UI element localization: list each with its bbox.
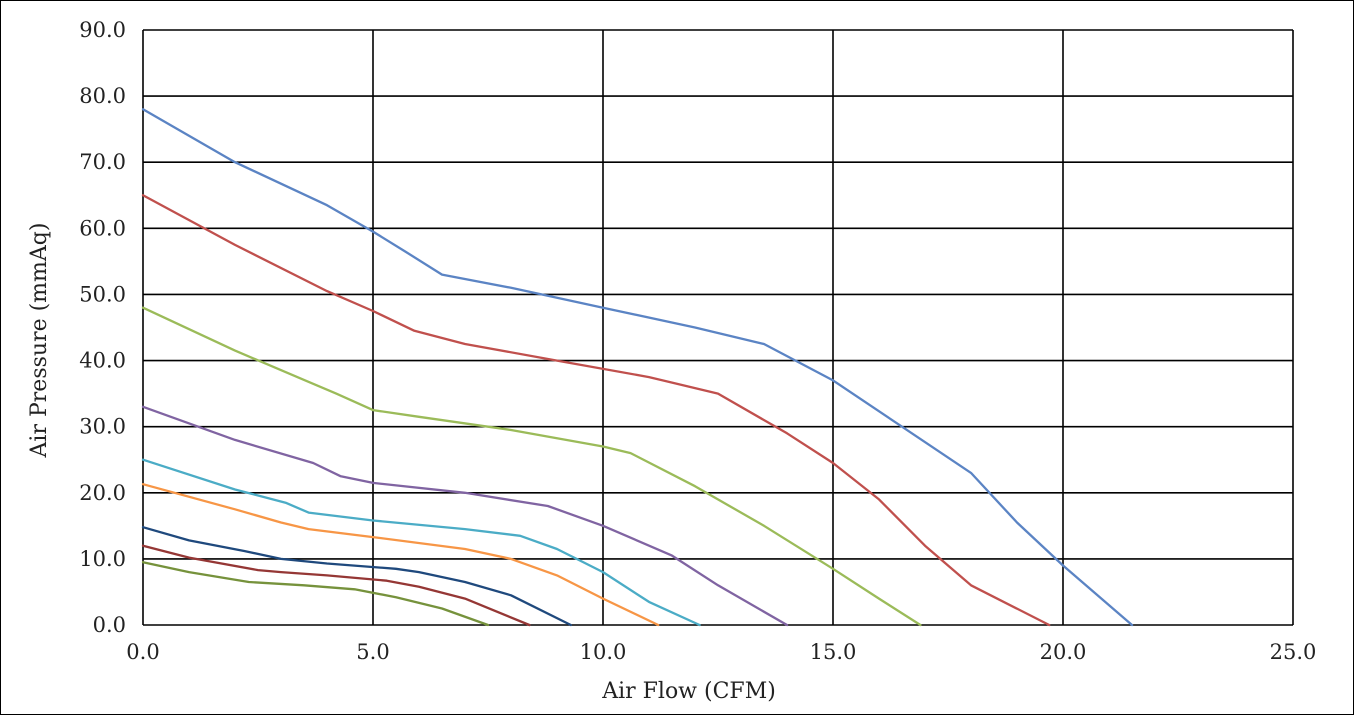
- y-tick-label: 10.0: [79, 547, 126, 571]
- gridlines: [142, 29, 1294, 626]
- x-axis-tick-labels: 0.0 5.0 10.0 15.0 20.0 25.0: [126, 640, 1316, 664]
- x-tick-label: 0.0: [126, 640, 159, 664]
- y-tick-label: 40.0: [79, 349, 126, 373]
- y-tick-label: 50.0: [79, 282, 126, 306]
- series-line-8: [141, 544, 531, 627]
- series-line-1: [141, 108, 1134, 627]
- x-axis-title: Air Flow (CFM): [601, 679, 776, 704]
- y-tick-label: 30.0: [79, 415, 126, 439]
- y-tick-label: 80.0: [79, 84, 126, 108]
- series-lines: [141, 108, 1134, 627]
- series-line-4: [141, 405, 789, 627]
- series-line-5: [141, 458, 701, 627]
- x-tick-label: 10.0: [580, 640, 627, 664]
- y-axis-title: Air Pressure (mmAq): [27, 223, 52, 459]
- x-tick-label: 15.0: [810, 640, 857, 664]
- series-line-3: [141, 306, 922, 627]
- y-tick-label: 90.0: [79, 18, 126, 42]
- series-line-2: [141, 194, 1051, 627]
- y-tick-label: 20.0: [79, 481, 126, 505]
- series-line-7: [141, 526, 572, 627]
- y-tick-label: 60.0: [79, 216, 126, 240]
- y-tick-label: 0.0: [93, 613, 126, 637]
- x-tick-label: 20.0: [1040, 640, 1087, 664]
- x-tick-label: 5.0: [356, 640, 389, 664]
- series-line-6: [141, 483, 660, 627]
- y-tick-label: 70.0: [79, 150, 126, 174]
- series-line-9: [141, 561, 490, 627]
- y-axis-tick-labels: 0.0 10.0 20.0 30.0 40.0 50.0 60.0 70.0 80.0 90.0: [79, 18, 126, 637]
- x-tick-label: 25.0: [1270, 640, 1317, 664]
